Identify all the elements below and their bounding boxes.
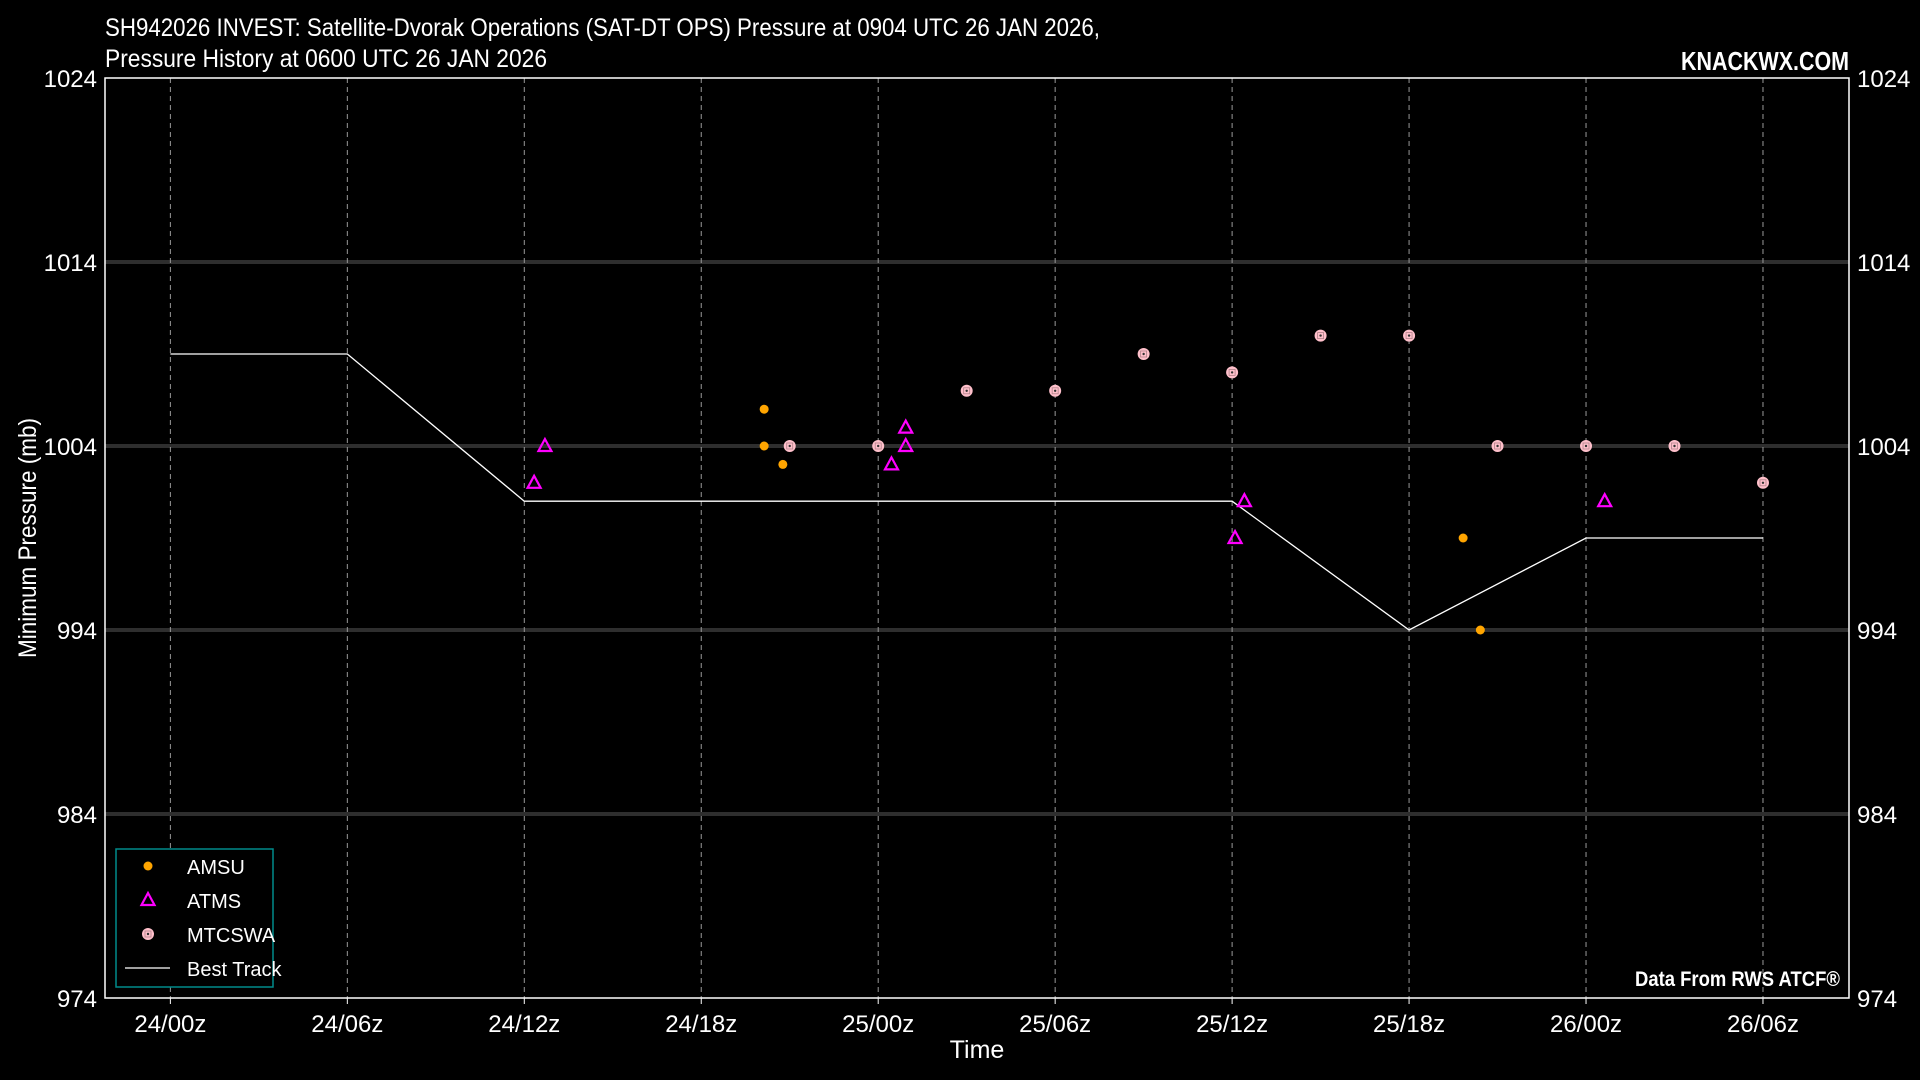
x-tick-label: 24/00z — [134, 1011, 206, 1038]
data-marks — [170, 329, 1769, 635]
data-credit: Data From RWS ATCF® — [1635, 968, 1840, 991]
legend-atms-label: ATMS — [187, 891, 241, 913]
y-tick-label-left: 994 — [57, 618, 97, 645]
amsu-point — [778, 459, 788, 469]
atms-point — [897, 436, 915, 453]
mtcswa-point-center — [1496, 444, 1499, 448]
mtcswa-point-ring — [1494, 442, 1501, 450]
amsu-point — [1475, 625, 1485, 635]
x-tick-label: 24/06z — [311, 1011, 383, 1038]
y-tick-label-left: 1004 — [44, 434, 97, 461]
y-tick-label-left: 1024 — [44, 66, 97, 93]
y-tick-label-right: 1014 — [1857, 250, 1910, 277]
x-tick-label: 26/06z — [1727, 1011, 1799, 1038]
mtcswa-point-ring — [963, 387, 971, 395]
mtcswa-point-ring — [786, 442, 794, 450]
mtcswa-point-center — [1584, 444, 1588, 448]
y-tick-label-right: 984 — [1857, 802, 1897, 829]
chart-title-line2: Pressure History at 0600 UTC 26 JAN 2026 — [105, 45, 547, 73]
legend: AMSU ATMS MTCSWA Best Track — [115, 848, 282, 988]
best-track-line — [170, 353, 1763, 631]
mtcswa-point — [1756, 476, 1769, 489]
mtcswa-point — [1580, 440, 1593, 452]
mtcswa-point-center — [1673, 444, 1676, 448]
x-tick-label: 24/18z — [665, 1011, 737, 1038]
x-tick-label: 25/18z — [1373, 1011, 1445, 1038]
legend-best-track-label: Best Track — [187, 959, 282, 981]
amsu-point — [1458, 533, 1468, 543]
y-tick-label-right: 1024 — [1857, 66, 1910, 93]
atms-point — [883, 455, 900, 471]
mtcswa-point — [1403, 329, 1416, 342]
legend-mtcswa-label: MTCSWA — [187, 925, 276, 947]
mtcswa-point-ring — [1671, 442, 1678, 450]
y-tick-label-right: 974 — [1857, 986, 1897, 1013]
mtcswa-point-center — [1761, 481, 1765, 484]
x-tick-label: 25/00z — [842, 1011, 914, 1038]
mtcswa-point-center — [876, 444, 880, 448]
mtcswa-point — [1226, 366, 1239, 379]
atms-point — [536, 436, 554, 453]
mtcswa-point — [1137, 348, 1150, 360]
legend-amsu-swatch — [143, 861, 153, 871]
y-axis-label: Minimum Pressure (mb) — [14, 418, 42, 658]
axes: 974 974 984 984 994 994 1004 1004 1014 1014 1024 10… — [44, 66, 1911, 1038]
legend-mtcswa-swatch — [142, 928, 154, 940]
mtcswa-point-center — [788, 444, 791, 448]
mtcswa-point-center — [1319, 334, 1322, 337]
chart-title-line1: SH942026 INVEST: Satellite-Dvorak Operat… — [105, 14, 1100, 42]
y-tick-label-left: 984 — [57, 802, 97, 829]
mtcswa-point — [960, 384, 973, 397]
legend-box — [115, 848, 274, 988]
atms-point — [525, 473, 543, 489]
watermark: KNACKWX.COM — [1681, 46, 1849, 76]
mtcswa-point — [872, 440, 885, 452]
x-tick-label: 26/00z — [1550, 1011, 1622, 1038]
atms-point — [1226, 528, 1244, 545]
mtcswa-point — [1314, 329, 1327, 342]
mtcswa-point — [783, 440, 796, 452]
mtcswa-point-ring — [1405, 332, 1413, 340]
legend-atms-swatch — [139, 890, 157, 907]
amsu-point — [759, 404, 769, 414]
mtcswa-point-ring — [1051, 387, 1059, 395]
y-tick-label-left: 1014 — [44, 250, 97, 277]
mtcswa-point — [1491, 440, 1504, 452]
legend-amsu-label: AMSU — [187, 857, 245, 879]
mtcswa-point — [1668, 440, 1681, 452]
y-tick-label-right: 994 — [1857, 618, 1897, 645]
mtcswa-point-ring — [1759, 479, 1767, 487]
y-tick-label-right: 1004 — [1857, 434, 1910, 461]
atms-point — [1596, 491, 1614, 508]
y-tick-label-left: 974 — [57, 986, 97, 1013]
mtcswa-point-center — [1407, 334, 1411, 337]
mtcswa-point-ring — [1140, 350, 1148, 358]
x-tick-label: 25/12z — [1196, 1011, 1268, 1038]
mtcswa-point — [1049, 384, 1062, 397]
mtcswa-point-center — [1053, 389, 1057, 392]
x-axis-label: Time — [950, 1036, 1005, 1064]
atms-point — [897, 418, 915, 434]
atms-point — [1236, 491, 1253, 508]
mtcswa-point-ring — [874, 442, 882, 450]
mtcswa-point-center — [965, 389, 968, 392]
mtcswa-point-center — [1142, 352, 1145, 356]
legend-mtcswa-swatch-center — [146, 932, 150, 936]
legend-mtcswa-swatch-ring — [144, 930, 152, 938]
mtcswa-point-ring — [1317, 332, 1324, 340]
mtcswa-point-ring — [1228, 368, 1236, 376]
plot-frame — [104, 77, 1850, 999]
x-tick-label: 24/12z — [488, 1011, 560, 1038]
mtcswa-point-ring — [1582, 442, 1590, 450]
x-tick-label: 25/06z — [1019, 1011, 1091, 1038]
amsu-point — [759, 441, 769, 451]
mtcswa-point-center — [1230, 371, 1234, 374]
